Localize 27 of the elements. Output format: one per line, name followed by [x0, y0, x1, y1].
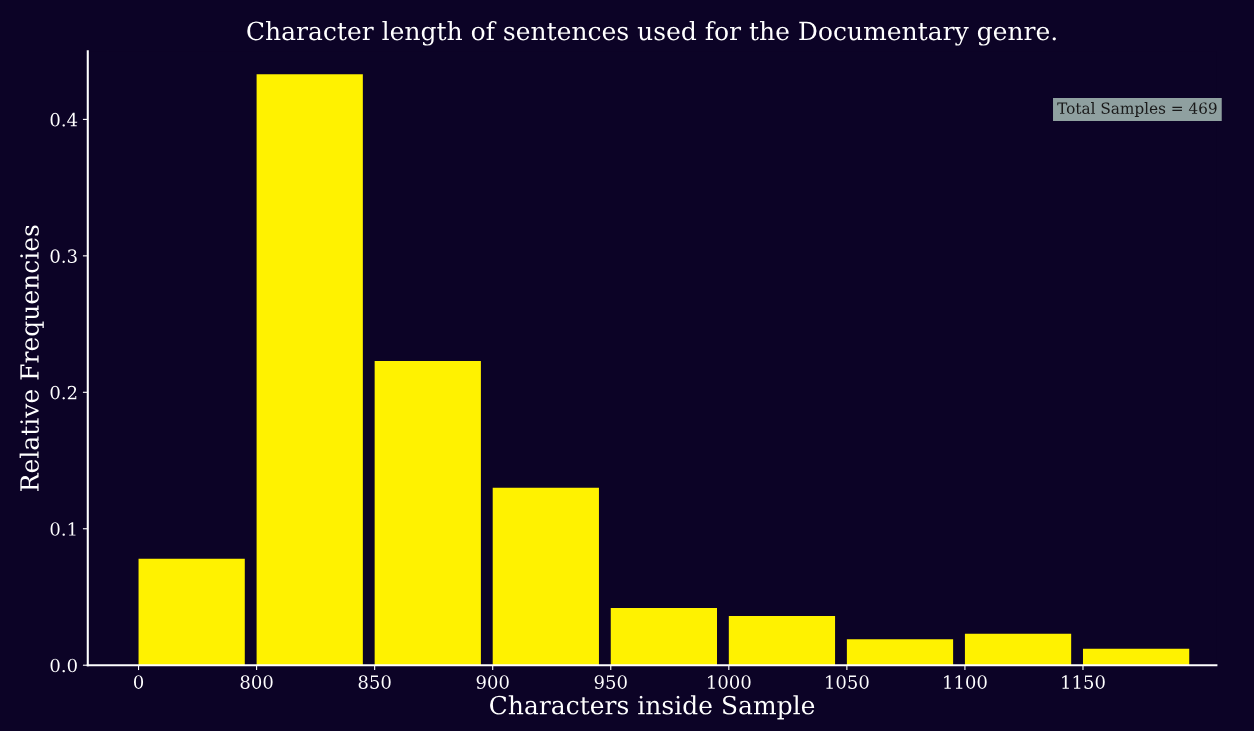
x-tick-label: 950 [594, 675, 627, 689]
y-tick-label: 0.0 [50, 658, 77, 673]
x-tick-label: 800 [240, 675, 273, 689]
x-tick-label: 1100 [944, 675, 987, 689]
x-tick-label: 1150 [1062, 675, 1105, 689]
bar [610, 607, 718, 666]
bar [1082, 648, 1190, 666]
y-axis-title: Relative Frequencies [19, 225, 44, 491]
bar [964, 633, 1072, 666]
bar [256, 74, 363, 666]
x-tick-label: 1050 [826, 675, 869, 689]
x-axis-title: Characters inside Sample [490, 695, 815, 720]
y-tick-label: 0.1 [50, 522, 76, 536]
x-tick-label: 850 [358, 675, 391, 689]
bar [728, 616, 836, 666]
y-tick-label: 0.3 [50, 249, 77, 263]
annotation: Total Samples = 469 [1057, 102, 1217, 117]
x-tick-label: 1000 [708, 675, 751, 689]
bar [138, 558, 245, 666]
y-tick-label: 0.4 [50, 112, 78, 127]
y-tick-label: 0.2 [50, 385, 77, 400]
bar [492, 487, 599, 666]
x-tick-label: 900 [476, 675, 509, 689]
x-tick-label: 0 [133, 675, 144, 689]
chart-title: Character length of sentences used for the Documentary genre. [247, 21, 1056, 46]
bar [374, 360, 481, 666]
bar [846, 639, 954, 666]
